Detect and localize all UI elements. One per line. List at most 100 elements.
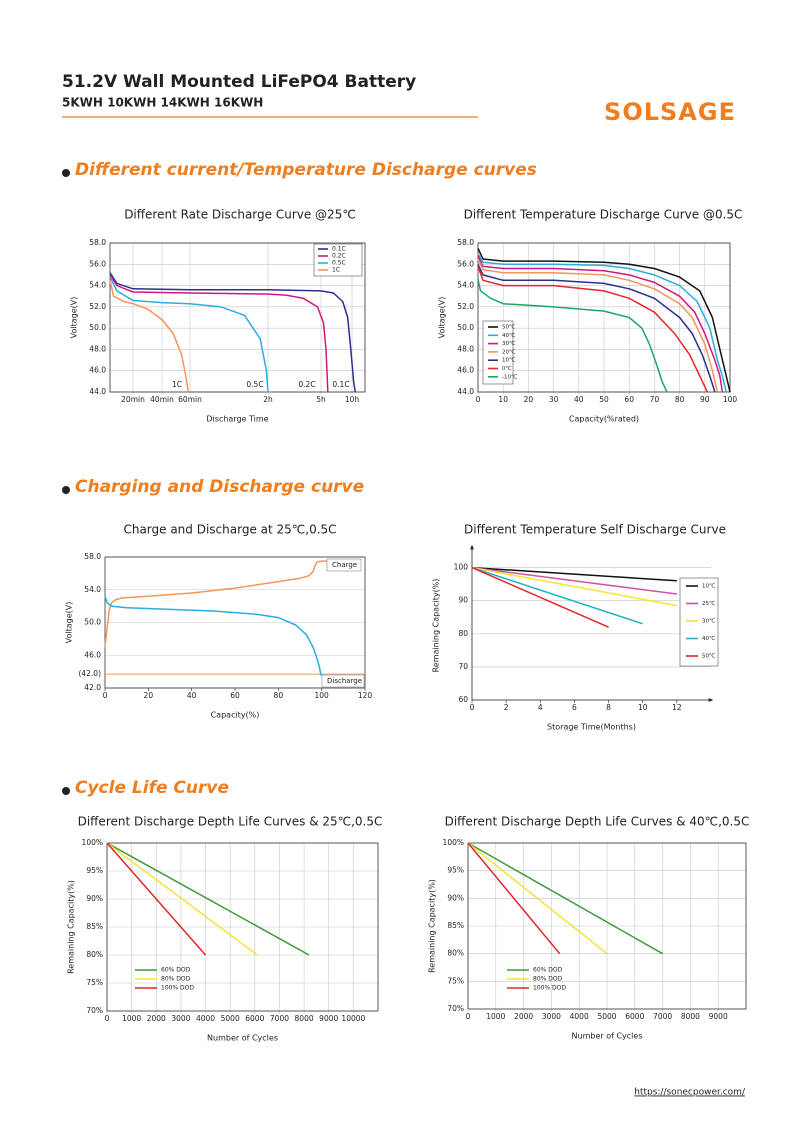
x-tick-label: 10: [638, 703, 648, 712]
x-tick-label: 2000: [514, 1012, 533, 1021]
y-tick-label: 46.0: [89, 366, 106, 375]
x-tick-label: 0: [476, 395, 481, 404]
series-line: [471, 566, 677, 595]
y-tick-label: 44.0: [457, 387, 474, 396]
x-tick-label: 40min: [150, 395, 174, 404]
plot-frame: [467, 842, 747, 1010]
curve-tag: Discharge: [327, 677, 362, 685]
y-tick-label: 44.0: [89, 387, 106, 396]
x-tick-label: 120: [358, 691, 373, 700]
series-line: [477, 266, 708, 393]
x-tick-label: 20min: [121, 395, 145, 404]
x-tick-label: 0: [103, 691, 108, 700]
doc-subtitle: 5KWH 10KWH 14KWH 16KWH: [62, 96, 263, 110]
series-line: [106, 842, 258, 956]
series-line: [109, 274, 329, 393]
x-tick-label: 12: [672, 703, 682, 712]
y-tick-label: 70%: [447, 1004, 464, 1013]
curve-tag-box: [326, 558, 362, 572]
legend-label: 80% DOD: [161, 976, 191, 983]
legend-label: 25℃: [702, 600, 715, 607]
bullet: [62, 169, 70, 177]
y-axis-label: Remaining Capacity(%): [428, 879, 437, 973]
series-line: [104, 560, 335, 648]
y-tick-label: 54.0: [84, 585, 101, 594]
x-tick-label: 50: [599, 395, 609, 404]
chart-title: Different Temperature Discharge Curve @0…: [464, 208, 743, 222]
legend-label: 10℃: [702, 583, 715, 590]
x-tick-label: 100: [723, 395, 738, 404]
series-line: [477, 263, 716, 393]
x-axis-label: Capacity(%): [211, 711, 260, 720]
series-line: [109, 276, 269, 393]
legend-label: 100% DOD: [533, 985, 566, 992]
footer-url: https://sonecpower.com/: [634, 1088, 746, 1098]
legend-label: 10℃: [502, 357, 515, 364]
x-axis-label: Number of Cycles: [207, 1034, 278, 1043]
y-tick-label: 80%: [86, 950, 103, 959]
legend-label: 50℃: [502, 324, 515, 331]
legend-label: 40℃: [502, 332, 515, 339]
x-tick-label: 6000: [245, 1014, 264, 1023]
x-tick-label: 7000: [270, 1014, 289, 1023]
x-tick-label: 10000: [341, 1014, 365, 1023]
legend-label: 20℃: [502, 348, 515, 355]
y-tick-label: 70: [458, 662, 468, 671]
y-axis-label: Voltage(V): [438, 297, 447, 339]
x-tick-label: 80: [274, 691, 284, 700]
legend-label: -10℃: [502, 373, 517, 380]
series-line: [477, 279, 668, 393]
x-tick-label: 40: [187, 691, 197, 700]
plot-frame: [106, 842, 379, 1012]
series-line: [471, 566, 677, 582]
bullet: [62, 486, 70, 494]
y-tick-label: 48.0: [89, 344, 106, 353]
x-tick-label: 60min: [178, 395, 202, 404]
series-line: [477, 253, 727, 393]
x-tick-label: 2000: [147, 1014, 166, 1023]
chart-title: Different Rate Discharge Curve @25℃: [124, 208, 356, 222]
series-line: [109, 280, 190, 393]
y-tick-label: 46.0: [84, 650, 101, 659]
y-tick-label: 58.0: [89, 238, 106, 247]
y-tick-label: 75%: [86, 978, 103, 987]
x-tick-label: 4000: [570, 1012, 589, 1021]
y-tick-label: 52.0: [457, 302, 474, 311]
y-tick-label: 56.0: [457, 259, 474, 268]
x-tick-label: 0: [466, 1012, 471, 1021]
x-tick-label: 6: [572, 703, 577, 712]
y-axis-label: Remaining Capacity(%): [432, 579, 441, 673]
x-tick-label: 1000: [122, 1014, 141, 1023]
x-tick-label: 5000: [597, 1012, 616, 1021]
x-tick-label: 2h: [263, 395, 273, 404]
y-tick-label: 90%: [447, 893, 464, 902]
y-tick-label: 90: [458, 596, 468, 605]
x-tick-label: 90: [700, 395, 710, 404]
legend-label: 50℃: [702, 653, 715, 660]
curve-tag-box: [321, 674, 365, 688]
y-tick-label: 80: [458, 629, 468, 638]
x-tick-label: 70: [650, 395, 660, 404]
x-tick-label: 8: [606, 703, 611, 712]
y-tick-label: 100: [454, 563, 469, 572]
legend-label: 0℃: [502, 365, 512, 372]
legend-label: 100% DOD: [161, 985, 194, 992]
y-tick-label: 58.0: [84, 552, 101, 561]
y-tick-label: 70%: [86, 1006, 103, 1015]
legend-label: 60% DOD: [161, 967, 191, 974]
x-tick-label: 3000: [542, 1012, 561, 1021]
series-line: [471, 566, 678, 607]
series-line: [109, 272, 357, 393]
x-tick-label: 10h: [345, 395, 360, 404]
y-tick-label: 50.0: [84, 618, 101, 627]
legend-label: 0.5C: [332, 260, 346, 267]
plot-frame: [104, 556, 366, 689]
y-axis-label: Remaining Capacity(%): [67, 880, 76, 974]
x-axis-label: Capacity(%rated): [569, 415, 639, 424]
y-tick-label: 58.0: [457, 238, 474, 247]
reference-label: (42.0): [78, 669, 101, 678]
x-tick-label: 60: [230, 691, 240, 700]
y-tick-label: 85%: [447, 921, 464, 930]
y-tick-label: 90%: [86, 894, 103, 903]
x-tick-label: 1000: [486, 1012, 505, 1021]
